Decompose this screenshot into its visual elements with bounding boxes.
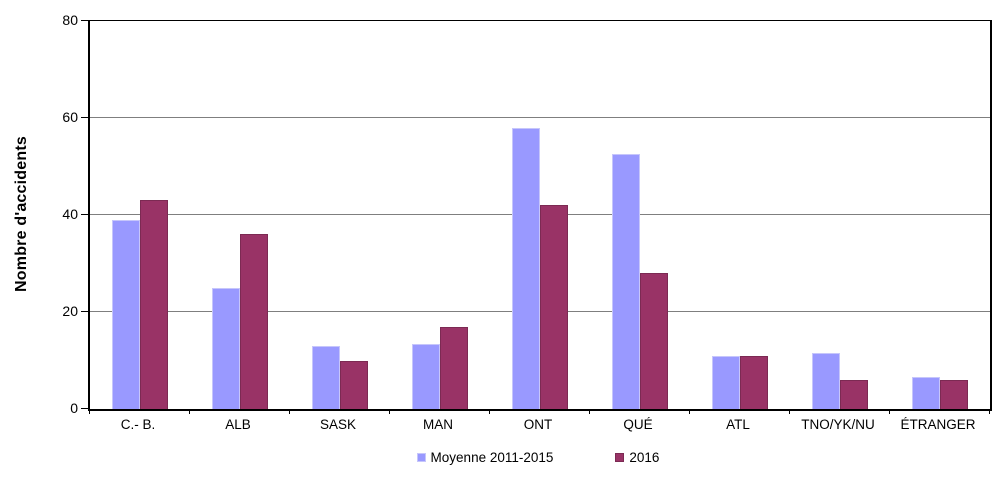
x-category-label: ONT xyxy=(523,417,553,432)
x-axis-tick xyxy=(488,409,490,414)
bar-group-3 xyxy=(290,21,390,409)
legend-label: 2016 xyxy=(629,450,660,465)
bar-group-2 xyxy=(190,21,290,409)
y-axis-tick xyxy=(81,20,88,21)
x-axis-tick xyxy=(288,409,290,414)
bar xyxy=(540,205,568,409)
bar-group-8 xyxy=(790,21,890,409)
y-tick-label: 80 xyxy=(62,12,78,28)
legend-item: Moyenne 2011-2015 xyxy=(416,450,554,465)
plot-area xyxy=(81,20,992,414)
bar-group-7 xyxy=(690,21,790,409)
x-category-label: ALB xyxy=(225,417,251,432)
y-tick-label: 20 xyxy=(62,303,78,319)
y-axis-tick xyxy=(81,408,88,409)
x-axis-tick xyxy=(589,409,590,414)
bar xyxy=(940,379,968,409)
bar xyxy=(140,200,168,409)
bar xyxy=(240,234,268,409)
bar xyxy=(212,287,240,409)
x-axis-tick xyxy=(89,409,90,414)
bar xyxy=(512,127,540,409)
bar xyxy=(439,326,468,409)
bar-group-9 xyxy=(890,21,990,409)
y-axis-tick xyxy=(81,214,88,215)
x-axis-tick xyxy=(888,409,890,414)
x-category-label: ÉTRANGER xyxy=(900,417,976,432)
bar-group-1 xyxy=(90,21,190,409)
legend-item: 2016 xyxy=(615,450,659,465)
x-category-label: QUÉ xyxy=(623,417,653,432)
bar xyxy=(112,219,140,409)
bar xyxy=(739,355,768,409)
x-category-label: C.- B. xyxy=(120,417,156,432)
bar xyxy=(711,355,740,409)
bar xyxy=(640,273,668,409)
x-axis-tick xyxy=(989,409,990,414)
x-axis-tick xyxy=(188,409,190,414)
y-tick-label: 60 xyxy=(62,109,78,125)
x-category-label: SASK xyxy=(319,417,357,432)
bar xyxy=(840,379,868,409)
y-tick-label: 40 xyxy=(62,206,78,222)
y-axis-tick xyxy=(81,311,88,312)
x-axis-tick xyxy=(388,409,390,414)
legend-label: Moyenne 2011-2015 xyxy=(430,450,554,465)
bar-group-5 xyxy=(490,21,590,409)
x-axis-tick xyxy=(688,409,690,414)
x-axis-tick xyxy=(789,409,790,414)
x-category-label: MAN xyxy=(423,417,453,432)
bar-group-6 xyxy=(590,21,690,409)
x-category-label: ATL xyxy=(726,417,750,432)
bar xyxy=(340,360,368,409)
bar xyxy=(612,154,640,409)
x-category-label: TNO/YK/NU xyxy=(801,417,875,432)
y-axis-tick xyxy=(81,117,88,118)
bar xyxy=(411,343,440,409)
bar xyxy=(912,377,940,409)
legend-marker-icon xyxy=(615,453,625,462)
y-axis-title: Nombre d'accidents xyxy=(13,136,30,292)
legend-marker-icon xyxy=(416,453,426,462)
bar xyxy=(312,345,340,409)
bar xyxy=(812,353,840,409)
gridline-60 xyxy=(90,117,990,118)
y-tick-label: 0 xyxy=(70,400,78,416)
legend: Moyenne 2011-2015 2016 xyxy=(88,450,988,465)
bar-group-4 xyxy=(390,21,490,409)
